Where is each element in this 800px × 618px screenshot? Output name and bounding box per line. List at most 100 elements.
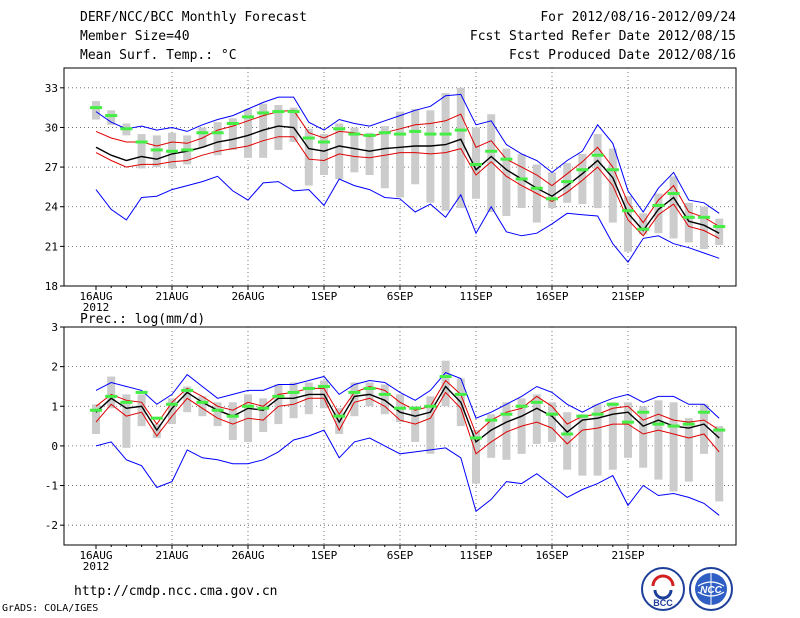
panel2-marker [424,404,437,408]
panel1-ytick-label: 30 [45,121,58,134]
panel2-title: Prec.: log(mm/d) [80,312,205,327]
panel2-marker [530,400,543,404]
panel1-marker [606,168,619,172]
footer-url[interactable]: http://cmdp.ncc.cma.gov.cn [74,584,278,599]
panel2-spread-box [608,402,617,470]
panel2-marker [546,412,558,416]
panel2-marker [348,390,361,394]
panel1-spread-box [700,206,708,250]
panel2-spread_upper-line [95,379,720,435]
panel2-marker [181,388,194,392]
panel1-marker [713,225,726,229]
panel2-marker [515,404,528,408]
panel2-marker [485,418,498,422]
panel1-marker [135,140,148,144]
panel1-marker [348,132,361,136]
panel2-marker [105,394,118,398]
panel2-marker [500,412,513,416]
panel2-marker [90,408,102,412]
panel2-marker [606,402,619,406]
panel1-marker [682,215,695,219]
panel2-spread-box [624,402,632,458]
panel2-marker [652,422,665,426]
panel1-spread-box [502,148,511,216]
panel1-spread-box [228,118,237,150]
panel1-spread-box [669,176,678,239]
panel1-spread-box [198,127,207,148]
panel2-spread-box [213,402,222,427]
panel2-spread-box [426,396,435,454]
panel2-marker [576,414,589,418]
panel2-spread-box [289,382,298,419]
panel1-marker [454,128,467,132]
panel1-spread-box [274,104,283,150]
panel2-marker [272,394,285,398]
panel2-spread-box [259,398,268,433]
panel1-marker [90,106,102,110]
panel2-spread-box [472,430,480,484]
panel1-marker [698,215,710,219]
panel2-spread-box [168,398,176,425]
panel2-spread-box [669,402,678,492]
panel1-marker [287,110,300,114]
panel2-xtick-label: 26AUG [231,549,264,562]
panel1-max-line [95,93,720,214]
panel2-marker [454,392,467,396]
ncc-logo-text: NCC [700,585,722,596]
panel1-xtick-label: 21SEP [611,290,644,303]
panel1-spread-box [213,122,222,156]
panel2-xtick-label: 1SEP [311,549,338,562]
panel2-marker [591,412,604,416]
panel2-marker [409,406,422,410]
panel2-marker [439,375,452,379]
panel1-spread-box [320,134,328,176]
panel2-spread-box [684,418,693,482]
panel2-marker [378,392,391,396]
panel1-marker [652,203,665,207]
panel2-spread-box [228,402,237,440]
panel2-marker [211,408,224,412]
panel2-spread-box [563,412,572,470]
grads-credit: GrADS: COLA/IGES [2,603,99,614]
panel1-xtick-label: 11SEP [459,290,492,303]
ncc-logo: NCC [689,567,733,611]
panel2-spread-box [274,384,283,425]
bcc-logo-text: BCC [653,598,673,608]
panel1-marker [242,115,254,119]
panel1-mean-line [95,125,720,234]
panel1-marker [226,121,239,125]
panel1-marker [409,129,422,133]
panel2-marker [242,404,254,408]
panel2-spread-box [593,404,602,476]
panel1-marker [211,131,224,135]
panel2-marker [394,406,406,410]
panel2-marker [318,384,330,388]
panel2-ytick-label: 2 [51,361,58,374]
panel2-spread-box [639,406,648,468]
panel1-spread-box [426,110,435,203]
panel2-xtick-label: 21SEP [611,549,644,562]
panel1-marker [120,127,133,131]
panel2-xtick-label: 16AUG [79,549,112,562]
panel1-marker [470,162,482,166]
panel1-spread-box [684,202,693,243]
panel1-marker [591,153,604,157]
panel2-marker [287,390,300,394]
panel1-ytick-label: 21 [45,240,58,253]
panel1-spread_lower-line [95,136,720,239]
panel2-marker [166,402,178,406]
panel2-spread-box [350,382,359,417]
panel1-ytick-label: 33 [45,82,58,95]
panel1-spread-box [548,172,556,209]
panel2-marker [120,400,133,404]
panel1-marker [150,148,163,152]
panel2-mean-line [95,385,720,444]
panel1-marker [576,168,589,172]
panel2-spread-box [137,394,146,427]
panel1-min-line [95,175,720,264]
panel2-xtick-label: 6SEP [387,549,414,562]
panel1-marker [378,131,391,135]
panel2-max-line [95,372,720,419]
panel2-spread-box [715,426,724,502]
